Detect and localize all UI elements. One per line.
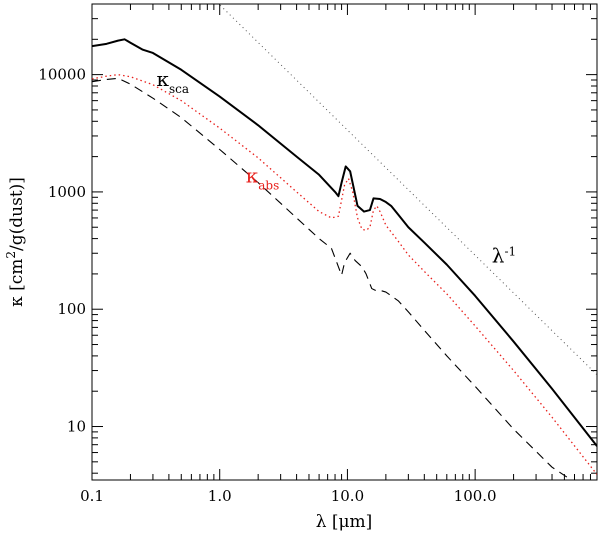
y-tick-label: 1000 bbox=[48, 183, 86, 201]
series-group bbox=[92, 4, 597, 480]
series-line-sca bbox=[92, 77, 573, 480]
x-axis-ticks: 0.1 1.0 10.0 100.0 bbox=[80, 4, 598, 505]
annotations: κsca κabs λ-1 bbox=[157, 67, 517, 268]
plot-frame bbox=[91, 3, 598, 481]
x-tick-label: 1.0 bbox=[208, 487, 232, 505]
y-tick-label: 100 bbox=[57, 300, 86, 318]
y-axis-ticks: 10 100 1000 10000 bbox=[38, 3, 597, 474]
y-tick-label: 10000 bbox=[38, 66, 86, 84]
series-line-total bbox=[92, 38, 597, 447]
series-line-abs bbox=[92, 73, 597, 475]
annotation-kappa-sca: κsca bbox=[157, 67, 190, 96]
y-axis-label: κ [cm2/g(dust)] bbox=[4, 177, 27, 307]
x-tick-label: 0.1 bbox=[80, 487, 104, 505]
x-tick-label: 10.0 bbox=[331, 487, 364, 505]
annotation-kappa-abs: κabs bbox=[246, 164, 280, 193]
annotation-lambda-inv: λ-1 bbox=[492, 244, 516, 268]
x-tick-label: 100.0 bbox=[454, 487, 497, 505]
series-line-lambda-inv bbox=[218, 4, 597, 376]
y-tick-label: 10 bbox=[67, 418, 86, 436]
x-axis-label: λ [μm] bbox=[316, 512, 373, 532]
